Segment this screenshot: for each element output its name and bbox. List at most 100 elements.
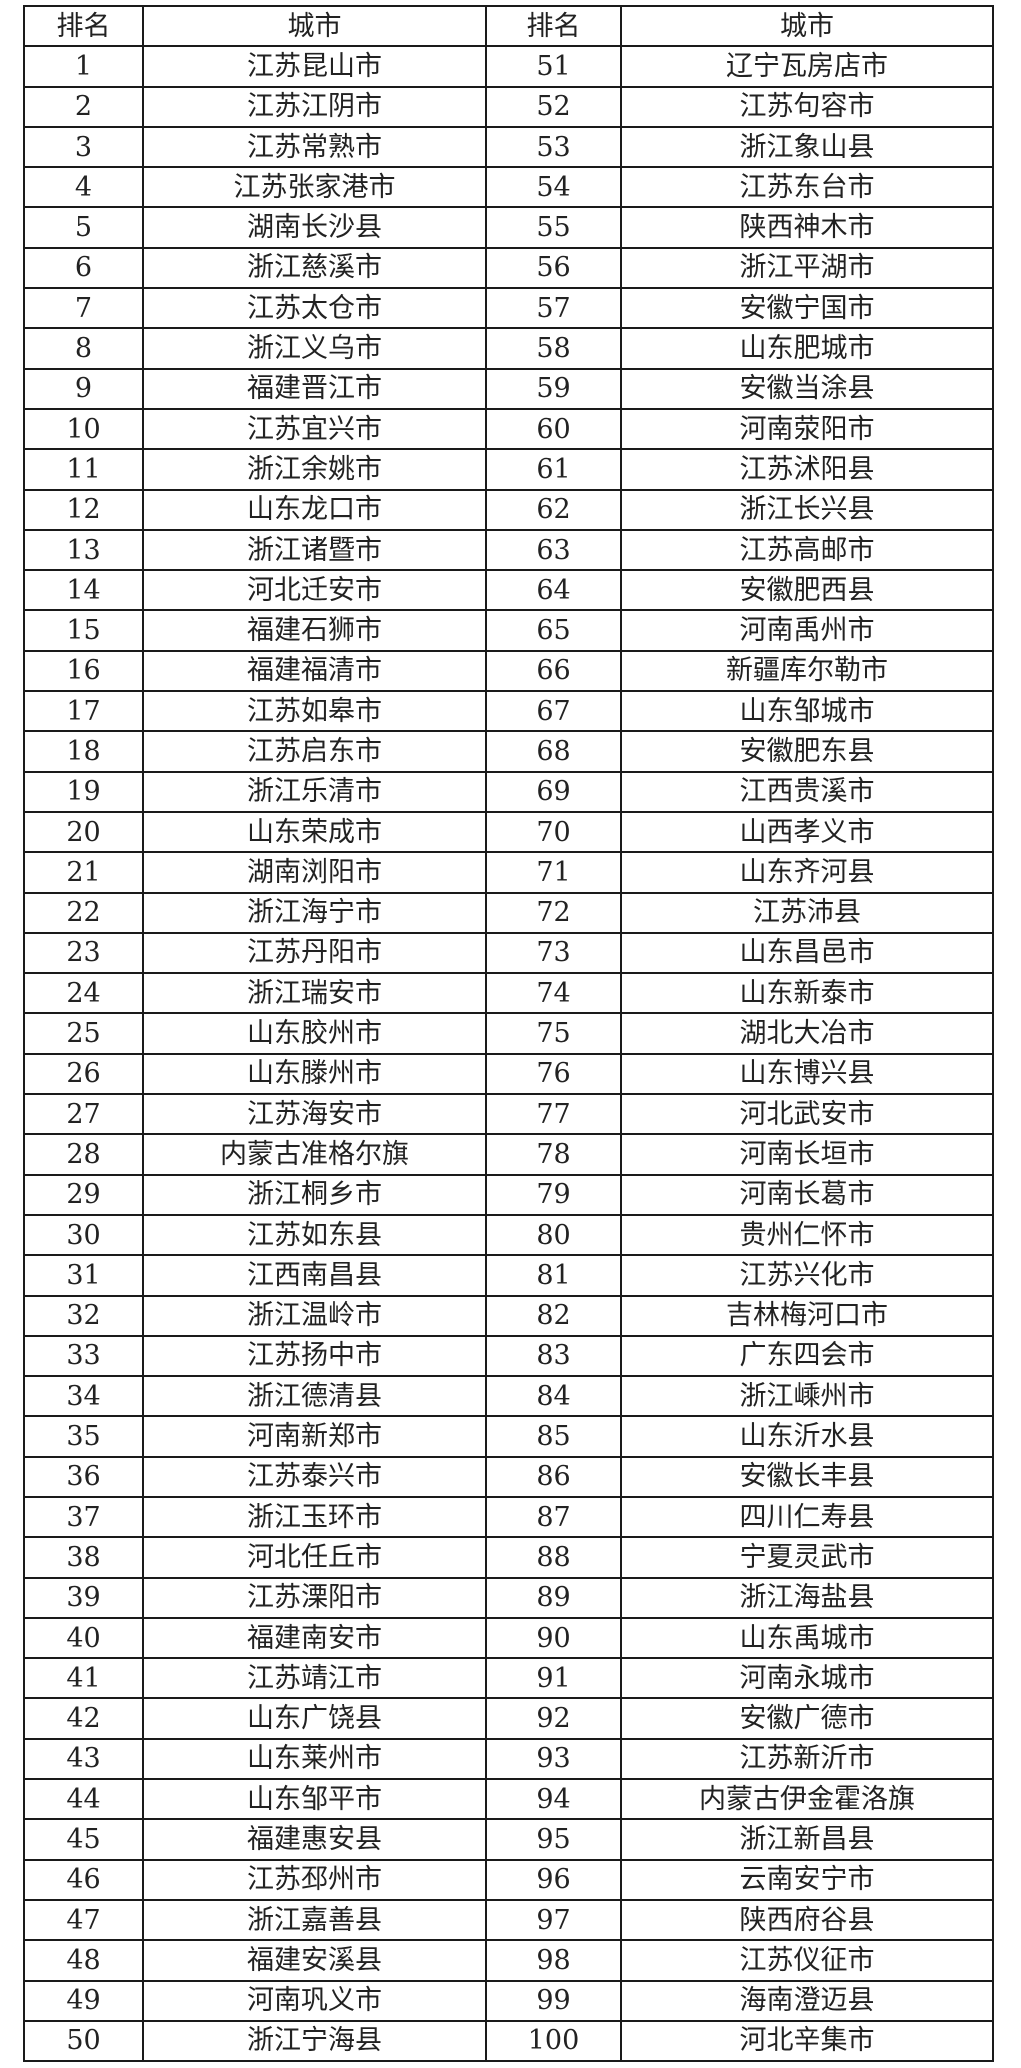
cell-city-right: 宁夏灵武市: [620, 1536, 994, 1579]
cell-rank-left: 3: [23, 125, 144, 169]
cell-rank-right: 59: [485, 367, 622, 410]
cell-city-left: 福建南安市: [142, 1616, 487, 1660]
cell-city-left: 福建安溪县: [142, 1939, 487, 1982]
table-row: 18 江苏启东市 68 安徽肥东县: [23, 730, 994, 773]
cell-city-right: 贵州仁怀市: [620, 1213, 994, 1257]
cell-city-right: 吉林梅河口市: [620, 1294, 994, 1337]
cell-city-left: 江苏宜兴市: [142, 407, 487, 451]
cell-city-right: 安徽广德市: [620, 1697, 994, 1740]
table-row: 27 江苏海安市 77 河北武安市: [23, 1093, 994, 1136]
cell-city-right: 河北武安市: [620, 1093, 994, 1136]
table-row: 30 江苏如东县 80 贵州仁怀市: [23, 1213, 994, 1257]
table-row: 20 山东荣成市 70 山西孝义市: [23, 810, 994, 854]
cell-rank-left: 18: [23, 730, 144, 773]
table-row: 46 江苏邳州市 96 云南安宁市: [23, 1858, 994, 1901]
table-row: 33 江苏扬中市 83 广东四会市: [23, 1334, 994, 1378]
cell-city-right: 山东沂水县: [620, 1415, 994, 1458]
table-row: 5 湖南长沙县 55 陕西神木市: [23, 206, 994, 249]
cell-city-left: 浙江玉环市: [142, 1495, 487, 1539]
cell-rank-right: 60: [485, 407, 622, 451]
cell-rank-left: 47: [23, 1898, 144, 1942]
cell-rank-left: 8: [23, 327, 144, 370]
cell-city-left: 山东胶州市: [142, 1012, 487, 1055]
cell-rank-left: 4: [23, 166, 144, 209]
cell-city-right: 山东肥城市: [620, 327, 994, 370]
table-row: 32 浙江温岭市 82 吉林梅河口市: [23, 1294, 994, 1337]
cell-rank-right: 57: [485, 287, 622, 330]
cell-city-right: 山东新泰市: [620, 972, 994, 1015]
cell-city-left: 浙江义乌市: [142, 327, 487, 370]
cell-city-left: 江苏如东县: [142, 1213, 487, 1257]
table-row: 15 福建石狮市 65 河南禹州市: [23, 609, 994, 652]
table-row: 25 山东胶州市 75 湖北大冶市: [23, 1012, 994, 1055]
cell-rank-right: 61: [485, 448, 622, 491]
cell-city-right: 安徽当涂县: [620, 367, 994, 410]
cell-city-right: 安徽肥东县: [620, 730, 994, 773]
cell-city-left: 福建惠安县: [142, 1818, 487, 1861]
cell-city-left: 浙江瑞安市: [142, 972, 487, 1015]
cell-city-right: 江苏沛县: [620, 891, 994, 934]
cell-city-right: 山东邹城市: [620, 690, 994, 733]
cell-city-right: 陕西府谷县: [620, 1898, 994, 1942]
table-row: 48 福建安溪县 98 江苏仪征市: [23, 1939, 994, 1982]
table-row: 1 江苏昆山市 51 辽宁瓦房店市: [23, 45, 994, 88]
cell-city-right: 江西贵溪市: [620, 770, 994, 813]
table-row: 26 山东滕州市 76 山东博兴县: [23, 1052, 994, 1096]
cell-city-left: 浙江嘉善县: [142, 1898, 487, 1942]
cell-rank-left: 14: [23, 569, 144, 612]
cell-city-right: 河南长葛市: [620, 1173, 994, 1216]
cell-rank-right: 74: [485, 972, 622, 1015]
cell-city-right: 浙江海盐县: [620, 1576, 994, 1619]
cell-city-left: 湖南浏阳市: [142, 851, 487, 894]
cell-rank-right: 97: [485, 1898, 622, 1942]
cell-rank-left: 7: [23, 287, 144, 330]
cell-rank-right: 94: [485, 1778, 622, 1821]
table-row: 28 内蒙古准格尔旗 78 河南长垣市: [23, 1133, 994, 1176]
cell-city-left: 河北任丘市: [142, 1536, 487, 1579]
cell-rank-left: 6: [23, 246, 144, 290]
table-row: 49 河南巩义市 99 海南澄迈县: [23, 1979, 994, 2022]
cell-city-right: 四川仁寿县: [620, 1495, 994, 1539]
cell-rank-right: 82: [485, 1294, 622, 1337]
cell-city-left: 福建晋江市: [142, 367, 487, 410]
cell-rank-right: 86: [485, 1455, 622, 1498]
cell-city-left: 浙江余姚市: [142, 448, 487, 491]
cell-city-left: 江苏太仓市: [142, 287, 487, 330]
table-row: 24 浙江瑞安市 74 山东新泰市: [23, 972, 994, 1015]
table-row: 8 浙江义乌市 58 山东肥城市: [23, 327, 994, 370]
cell-rank-left: 2: [23, 85, 144, 128]
cell-city-left: 浙江海宁市: [142, 891, 487, 934]
cell-city-right: 山东昌邑市: [620, 931, 994, 975]
cell-city-left: 山东邹平市: [142, 1778, 487, 1821]
cell-city-right: 辽宁瓦房店市: [620, 45, 994, 88]
cell-rank-right: 99: [485, 1979, 622, 2022]
header-rank-left: 排名: [23, 4, 144, 48]
table-row: 23 江苏丹阳市 73 山东昌邑市: [23, 931, 994, 975]
cell-city-right: 安徽肥西县: [620, 569, 994, 612]
cell-city-right: 新疆库尔勒市: [620, 649, 994, 693]
table-row: 29 浙江桐乡市 79 河南长葛市: [23, 1173, 994, 1216]
cell-city-right: 江苏高邮市: [620, 528, 994, 572]
table-row: 36 江苏泰兴市 86 安徽长丰县: [23, 1455, 994, 1498]
cell-city-right: 湖北大冶市: [620, 1012, 994, 1055]
header-rank-right: 排名: [485, 4, 622, 48]
cell-city-right: 浙江象山县: [620, 125, 994, 169]
cell-rank-right: 87: [485, 1495, 622, 1539]
cell-rank-right: 88: [485, 1536, 622, 1579]
cell-rank-left: 35: [23, 1415, 144, 1458]
cell-rank-left: 28: [23, 1133, 144, 1176]
cell-city-right: 云南安宁市: [620, 1858, 994, 1901]
table-row: 12 山东龙口市 62 浙江长兴县: [23, 488, 994, 531]
table-row: 10 江苏宜兴市 60 河南荥阳市: [23, 407, 994, 451]
table-row: 7 江苏太仓市 57 安徽宁国市: [23, 287, 994, 330]
cell-rank-left: 17: [23, 690, 144, 733]
cell-city-right: 安徽宁国市: [620, 287, 994, 330]
table-row: 38 河北任丘市 88 宁夏灵武市: [23, 1536, 994, 1579]
cell-city-right: 山东齐河县: [620, 851, 994, 894]
cell-rank-right: 71: [485, 851, 622, 894]
cell-rank-left: 33: [23, 1334, 144, 1378]
cell-city-left: 浙江德清县: [142, 1375, 487, 1418]
cell-rank-left: 26: [23, 1052, 144, 1096]
cell-rank-right: 90: [485, 1616, 622, 1660]
cell-rank-left: 10: [23, 407, 144, 451]
